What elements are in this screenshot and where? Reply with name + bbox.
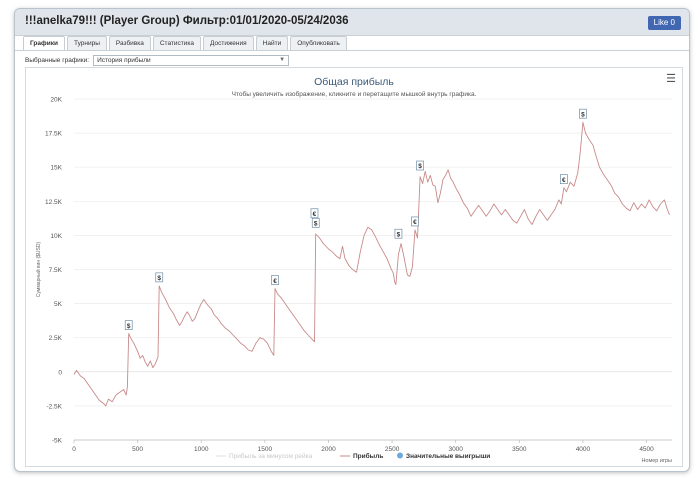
significant-win-marker (411, 216, 419, 227)
x-tick-label: 500 (132, 446, 143, 453)
y-tick-label: 17.5K (45, 131, 63, 138)
significant-win-marker (579, 108, 587, 119)
x-tick-label: 4000 (576, 446, 591, 453)
y-tick-label: 12.5K (45, 199, 63, 206)
tab-statistics[interactable]: Статистика (152, 36, 201, 50)
significant-win-marker-symbol: € (273, 278, 277, 285)
y-tick-label: -2.5K (46, 403, 62, 410)
y-tick-label: 20K (50, 97, 62, 104)
x-tick-label: 3500 (512, 446, 527, 453)
like-button[interactable]: Like 0 (647, 16, 681, 30)
significant-win-marker-symbol: $ (127, 323, 131, 330)
significant-win-marker (311, 217, 320, 228)
tab-graphs[interactable]: Графики (23, 36, 65, 50)
legend-rake-label: Прибыль за минусом рейка (229, 452, 313, 460)
graph-select[interactable]: История прибыли ▼ (93, 55, 290, 66)
y-tick-label: -5K (52, 438, 63, 445)
legend-big-wins-dot (397, 452, 403, 459)
tab-breakdown[interactable]: Разбивка (108, 36, 151, 50)
significant-win-marker-symbol: $ (581, 111, 585, 118)
significant-win-marker (271, 275, 279, 285)
x-tick-label: 2500 (385, 446, 400, 453)
legend-big-wins-label: Значительные выигрыши (406, 453, 490, 460)
chart-title: Общая прибыль (314, 76, 394, 88)
chart-container[interactable]: ☰ Общая прибыль Чтобы увеличить изображен… (25, 67, 683, 467)
graph-selector-row: Выбранные графики: История прибыли ▼ (25, 55, 290, 66)
significant-win-marker-symbol: € (413, 219, 417, 226)
legend-profit-label: Прибыль (353, 452, 383, 460)
significant-win-marker-symbol: $ (418, 163, 422, 170)
significant-win-marker (394, 228, 403, 239)
significant-win-marker (560, 174, 568, 185)
y-axis-label: Суммарный вин ($USD) (35, 242, 42, 298)
significant-win-marker-symbol: $ (397, 231, 401, 238)
significant-win-marker (416, 160, 424, 171)
profit-chart[interactable]: Общая прибыль Чтобы увеличить изображение… (26, 68, 682, 466)
x-tick-label: 1000 (194, 446, 209, 453)
x-tick-label: 4500 (639, 446, 654, 453)
significant-win-marker-symbol: $ (157, 275, 161, 282)
app-window: !!!anelka79!!! (Player Group) Фильтр:01/… (14, 8, 690, 472)
y-tick-label: 10K (50, 233, 62, 240)
chart-subtitle: Чтобы увеличить изображение, кликните и … (232, 90, 477, 98)
x-tick-label: 3000 (448, 446, 463, 453)
graph-selector-label: Выбранные графики: (25, 57, 90, 64)
significant-win-marker-symbol: € (313, 211, 317, 218)
y-tick-label: 2.5K (49, 335, 63, 342)
graph-select-value: История прибыли (97, 57, 151, 64)
y-tick-label: 7.5K (49, 267, 63, 274)
significant-win-marker (124, 320, 133, 330)
x-tick-label: 0 (72, 446, 76, 453)
tab-bar: Графики Турниры Разбивка Статистика Дост… (23, 36, 347, 50)
hamburger-menu-icon[interactable]: ☰ (666, 73, 676, 85)
significant-win-marker (310, 208, 319, 219)
x-axis-label: Номер игры (641, 458, 672, 464)
y-tick-label: 0 (58, 369, 62, 376)
x-tick-label: 2000 (321, 446, 336, 453)
chevron-down-icon: ▼ (279, 57, 286, 63)
significant-win-marker-symbol: $ (314, 221, 318, 228)
window-title: !!!anelka79!!! (Player Group) Фильтр:01/… (25, 15, 349, 27)
title-bar: !!!anelka79!!! (Player Group) Фильтр:01/… (15, 9, 689, 36)
tab-publish[interactable]: Опубликовать (290, 36, 347, 50)
tab-find[interactable]: Найти (255, 36, 289, 50)
x-tick-label: 1500 (258, 446, 273, 453)
y-tick-label: 15K (50, 165, 62, 172)
tab-tournaments[interactable]: Турниры (66, 36, 107, 50)
significant-win-marker-symbol: € (562, 177, 566, 184)
tab-achievements[interactable]: Достижения (203, 36, 254, 50)
tab-divider (15, 50, 689, 51)
y-tick-label: 5K (54, 301, 63, 308)
profit-series-line (73, 121, 670, 407)
significant-win-marker (155, 272, 164, 283)
